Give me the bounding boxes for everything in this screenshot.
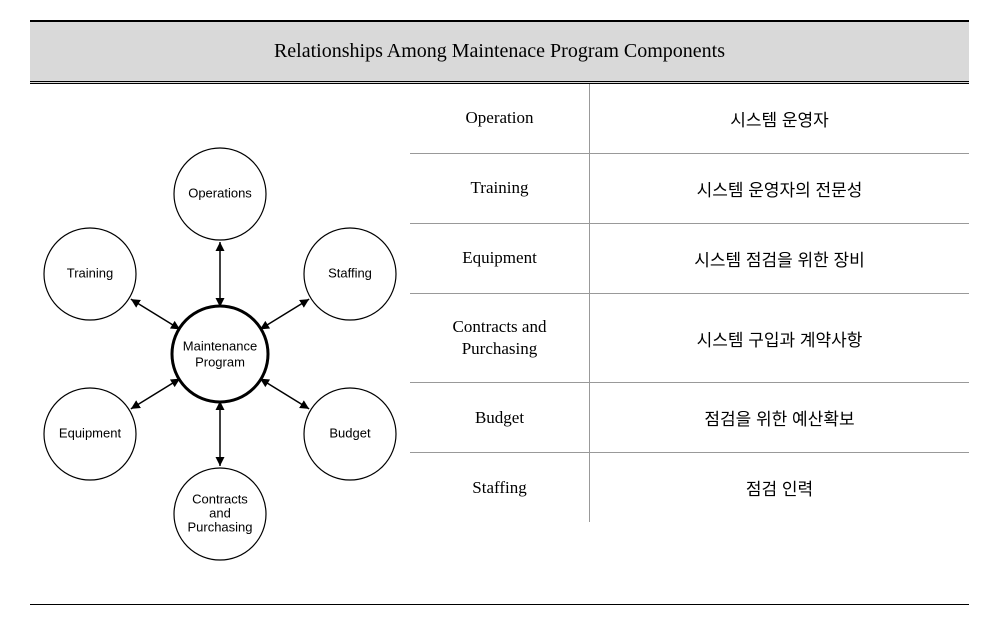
table-row: Training 시스템 운영자의 전문성	[410, 154, 969, 224]
desc-cell: 시스템 운영자	[590, 84, 969, 153]
term-cell: Training	[410, 154, 590, 223]
relationship-diagram: MaintenanceProgram Operations Staffing Budg…	[30, 104, 410, 584]
definition-table: Operation 시스템 운영자 Training 시스템 운영자의 전문성 …	[410, 84, 969, 604]
table-row: Equipment 시스템 점검을 위한 장비	[410, 224, 969, 294]
svg-text:and: and	[209, 505, 231, 520]
term-cell: Staffing	[410, 453, 590, 522]
svg-text:Operations: Operations	[188, 185, 252, 200]
svg-text:Program: Program	[195, 354, 245, 369]
svg-text:Staffing: Staffing	[328, 265, 372, 280]
svg-text:Maintenance: Maintenance	[183, 338, 257, 353]
desc-cell: 시스템 운영자의 전문성	[590, 154, 969, 223]
term-cell: Contracts and Purchasing	[410, 294, 590, 382]
table-row: Budget 점검을 위한 예산확보	[410, 383, 969, 453]
table-row: Operation 시스템 운영자	[410, 84, 969, 154]
svg-text:Equipment: Equipment	[59, 425, 122, 440]
term-cell: Operation	[410, 84, 590, 153]
page-container: Relationships Among Maintenace Program C…	[0, 0, 999, 639]
desc-cell: 시스템 점검을 위한 장비	[590, 224, 969, 293]
term-cell: Equipment	[410, 224, 590, 293]
svg-text:Purchasing: Purchasing	[187, 519, 252, 534]
content-area: MaintenanceProgramOperationsStaffingBudg…	[30, 84, 969, 605]
table-row: Contracts and Purchasing 시스템 구입과 계약사항	[410, 294, 969, 383]
desc-cell: 점검 인력	[590, 453, 969, 522]
desc-cell: 시스템 구입과 계약사항	[590, 294, 969, 382]
svg-text:Training: Training	[67, 265, 113, 280]
page-title: Relationships Among Maintenace Program C…	[30, 20, 969, 84]
term-cell: Budget	[410, 383, 590, 452]
diagram-column: MaintenanceProgram Operations Staffing Budg…	[30, 84, 410, 604]
table-row: Staffing 점검 인력	[410, 453, 969, 522]
desc-cell: 점검을 위한 예산확보	[590, 383, 969, 452]
svg-text:Budget: Budget	[329, 425, 371, 440]
svg-text:Contracts: Contracts	[192, 491, 248, 506]
